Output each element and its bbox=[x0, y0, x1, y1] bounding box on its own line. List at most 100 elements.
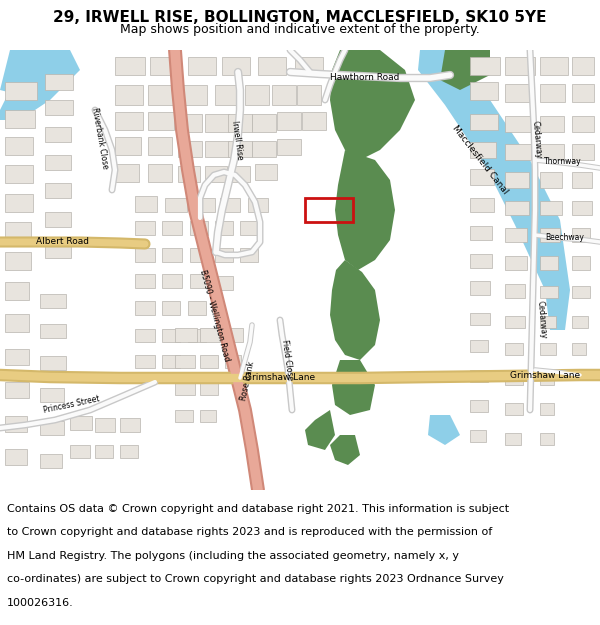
Bar bbox=[572, 144, 594, 160]
Bar bbox=[245, 85, 269, 105]
Bar bbox=[40, 324, 66, 338]
Bar bbox=[135, 329, 155, 342]
Bar bbox=[40, 421, 64, 435]
Bar bbox=[572, 57, 594, 75]
Bar bbox=[40, 388, 64, 402]
Bar bbox=[277, 112, 301, 130]
Text: Riverbank Close: Riverbank Close bbox=[90, 107, 110, 169]
Text: Albert Road: Albert Road bbox=[35, 238, 89, 246]
Bar bbox=[505, 373, 523, 385]
Bar bbox=[45, 212, 71, 227]
Bar bbox=[540, 201, 562, 215]
Bar bbox=[540, 433, 554, 445]
Bar bbox=[162, 248, 182, 262]
Bar bbox=[195, 198, 215, 212]
Bar bbox=[135, 274, 155, 288]
Bar bbox=[5, 282, 29, 300]
Bar bbox=[470, 82, 498, 100]
Bar bbox=[215, 276, 233, 290]
Bar bbox=[220, 198, 240, 212]
Text: Contains OS data © Crown copyright and database right 2021. This information is : Contains OS data © Crown copyright and d… bbox=[7, 504, 509, 514]
Text: Cedarway: Cedarway bbox=[536, 301, 548, 339]
Polygon shape bbox=[0, 50, 45, 95]
Text: Grimshaw Lane: Grimshaw Lane bbox=[510, 371, 580, 381]
Bar bbox=[470, 400, 488, 412]
Bar bbox=[277, 139, 301, 155]
Bar bbox=[148, 112, 174, 130]
Bar bbox=[190, 248, 208, 262]
Bar bbox=[150, 57, 180, 75]
Bar bbox=[135, 196, 157, 212]
Bar bbox=[5, 165, 33, 183]
Bar bbox=[215, 248, 233, 262]
Bar bbox=[200, 328, 220, 342]
Text: Beechway: Beechway bbox=[545, 234, 584, 242]
Bar bbox=[45, 127, 71, 142]
Bar bbox=[115, 112, 143, 130]
Text: Hawthorn Road: Hawthorn Road bbox=[331, 74, 400, 82]
Bar bbox=[190, 221, 208, 235]
Bar bbox=[200, 355, 218, 368]
Bar bbox=[40, 454, 62, 468]
Bar bbox=[5, 194, 33, 212]
Bar bbox=[5, 314, 29, 332]
Text: Thornway: Thornway bbox=[544, 158, 582, 166]
Bar bbox=[5, 222, 31, 240]
Bar bbox=[5, 449, 27, 465]
Bar bbox=[505, 284, 525, 298]
Polygon shape bbox=[305, 410, 335, 450]
Bar bbox=[505, 201, 529, 215]
Bar bbox=[205, 141, 229, 157]
Bar bbox=[5, 110, 35, 128]
Text: Cedarway: Cedarway bbox=[531, 121, 543, 159]
Bar bbox=[135, 248, 155, 262]
Bar bbox=[40, 294, 66, 308]
Text: 100026316.: 100026316. bbox=[7, 598, 74, 608]
Bar bbox=[470, 226, 492, 240]
Bar bbox=[188, 329, 206, 342]
Bar bbox=[5, 82, 37, 100]
Polygon shape bbox=[428, 415, 460, 445]
Bar bbox=[252, 114, 276, 132]
Bar bbox=[540, 144, 564, 160]
Bar bbox=[162, 329, 180, 342]
Bar bbox=[572, 256, 590, 270]
Bar bbox=[470, 114, 498, 130]
Bar bbox=[215, 85, 240, 105]
Bar bbox=[120, 445, 138, 458]
Bar bbox=[188, 301, 206, 315]
Bar bbox=[45, 155, 71, 170]
Bar bbox=[470, 254, 492, 268]
Bar bbox=[120, 418, 140, 432]
Bar bbox=[540, 343, 556, 355]
Bar bbox=[228, 166, 250, 182]
Text: Princess Street: Princess Street bbox=[43, 394, 101, 416]
Bar bbox=[162, 301, 180, 315]
Bar bbox=[272, 85, 296, 105]
Bar bbox=[505, 343, 523, 355]
Bar bbox=[505, 433, 521, 445]
Bar bbox=[215, 221, 233, 235]
Bar bbox=[470, 142, 496, 158]
Bar bbox=[255, 164, 277, 180]
Polygon shape bbox=[440, 50, 490, 90]
Bar bbox=[572, 84, 594, 102]
Bar bbox=[297, 85, 321, 105]
Bar bbox=[505, 256, 527, 270]
Bar bbox=[572, 343, 586, 355]
Bar bbox=[240, 248, 258, 262]
Text: Field Close: Field Close bbox=[280, 339, 295, 381]
Bar bbox=[540, 116, 564, 132]
Bar bbox=[240, 221, 258, 235]
Bar bbox=[505, 403, 523, 415]
Bar bbox=[70, 445, 90, 458]
Bar bbox=[148, 164, 172, 182]
Bar bbox=[302, 112, 326, 130]
Bar bbox=[178, 141, 202, 157]
Bar bbox=[165, 198, 187, 212]
Bar bbox=[188, 57, 216, 75]
Bar bbox=[175, 355, 195, 368]
Polygon shape bbox=[335, 150, 395, 270]
Bar bbox=[45, 243, 71, 258]
Bar bbox=[470, 340, 488, 352]
